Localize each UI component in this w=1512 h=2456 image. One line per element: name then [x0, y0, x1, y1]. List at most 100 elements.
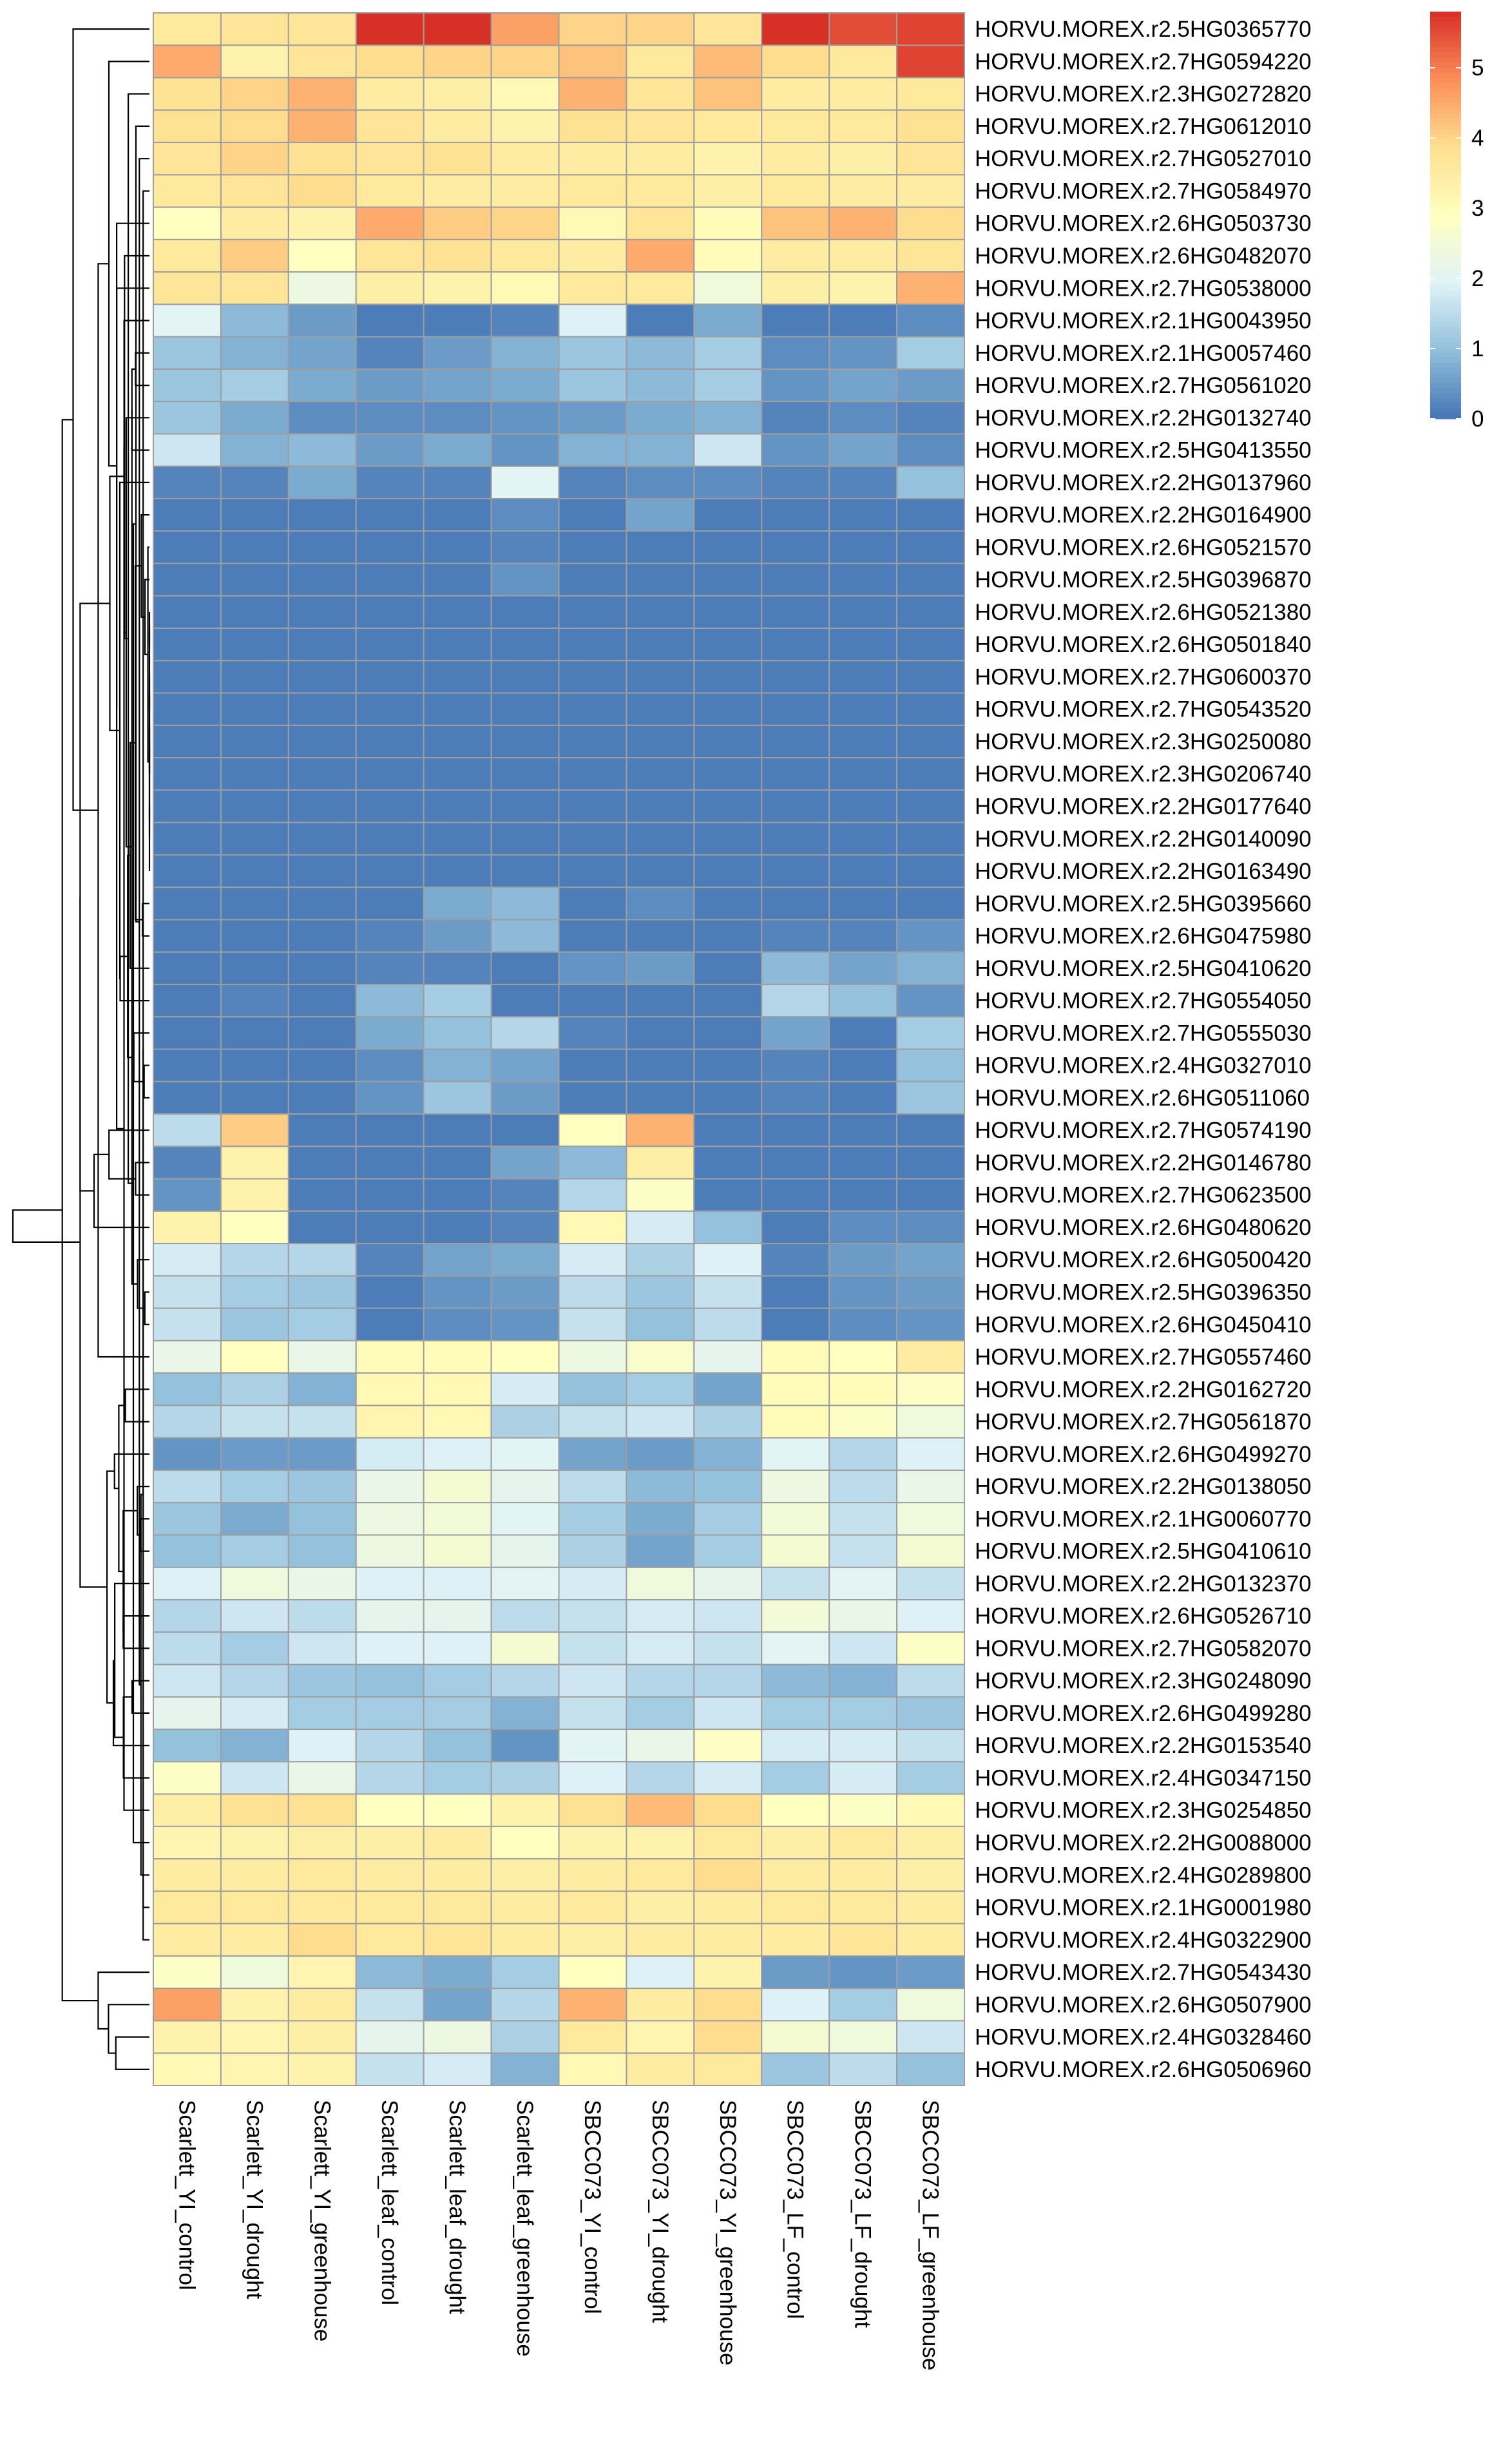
heatmap-cell	[423, 336, 492, 370]
heatmap-cell	[761, 628, 830, 662]
row-label: HORVU.MOREX.r2.5HG0413550	[975, 438, 1312, 463]
heatmap-cell	[287, 1729, 357, 1763]
heatmap-cell	[828, 271, 898, 305]
heatmap-cell	[761, 887, 830, 921]
column-label: SBCC073_YI_drought	[647, 2100, 673, 2323]
heatmap-cell	[558, 1339, 627, 1374]
heatmap-cell	[423, 77, 492, 111]
heatmap-cell	[490, 1566, 560, 1601]
heatmap-cell	[896, 1825, 965, 1860]
heatmap-cell	[693, 1988, 763, 2022]
heatmap-cell	[693, 497, 763, 532]
heatmap-cell	[558, 660, 627, 694]
colorbar-segment	[1430, 240, 1461, 246]
heatmap-cell	[828, 887, 898, 921]
heatmap-cell	[558, 1534, 627, 1568]
heatmap-cell	[558, 1016, 627, 1050]
heatmap-cell	[761, 1761, 830, 1795]
colorbar-segment	[1430, 388, 1461, 394]
heatmap-cell	[693, 1664, 763, 1698]
heatmap-cell	[828, 562, 898, 597]
heatmap-cell	[896, 497, 965, 532]
heatmap-cell	[153, 433, 222, 467]
heatmap-cell	[761, 401, 830, 435]
heatmap-cell	[761, 1566, 830, 1601]
heatmap-cell	[490, 1793, 560, 1827]
heatmap-cell	[153, 336, 222, 370]
heatmap-cell	[896, 1696, 965, 1731]
dendrogram-branch	[143, 1064, 149, 1098]
heatmap-cell	[287, 1469, 357, 1504]
colorbar-segment	[1430, 378, 1461, 384]
heatmap-cell	[287, 497, 357, 532]
heatmap-cell	[355, 174, 425, 208]
heatmap-cell	[626, 1275, 695, 1309]
column-label: Scarlett_leaf_greenhouse	[512, 2100, 537, 2357]
heatmap-cell	[355, 919, 425, 953]
colorbar-tick-label: 3	[1471, 196, 1484, 221]
heatmap-cell	[153, 660, 222, 694]
heatmap-cell	[761, 271, 830, 305]
heatmap-cell	[693, 1469, 763, 1504]
heatmap-cell	[490, 1080, 560, 1115]
heatmap-cell	[220, 1955, 289, 1990]
heatmap-cell	[287, 821, 357, 856]
heatmap-cell	[558, 1437, 627, 1471]
heatmap-cell	[287, 530, 357, 564]
heatmap-cell	[626, 1890, 695, 1924]
row-label: HORVU.MOREX.r2.7HG0554050	[975, 988, 1312, 1013]
heatmap-cell	[153, 628, 222, 662]
heatmap-cell	[220, 887, 289, 921]
heatmap-cell	[490, 789, 560, 823]
heatmap-cell	[220, 1761, 289, 1795]
heatmap-cell	[828, 238, 898, 273]
heatmap-cell	[220, 401, 289, 435]
heatmap-cell	[220, 1502, 289, 1536]
heatmap-cell	[153, 1988, 222, 2022]
colorbar-tick-label: 2	[1471, 266, 1484, 291]
heatmap-cell	[693, 1307, 763, 1341]
heatmap-cell	[153, 1307, 222, 1341]
heatmap-cell	[287, 1534, 357, 1568]
column-label: Scarlett_leaf_drought	[445, 2100, 470, 2314]
heatmap-cell	[490, 951, 560, 985]
dendrogram-branch	[142, 190, 149, 1908]
heatmap-cell	[626, 1793, 695, 1827]
heatmap-cell	[355, 1599, 425, 1633]
heatmap-cell	[287, 368, 357, 403]
heatmap-cell	[626, 1988, 695, 2022]
heatmap-cell	[626, 336, 695, 370]
heatmap-cell	[153, 109, 222, 144]
heatmap-cell	[626, 1113, 695, 1147]
heatmap-cell	[490, 1631, 560, 1665]
heatmap-cell	[693, 2020, 763, 2054]
heatmap-cell	[626, 1664, 695, 1698]
heatmap-cell	[828, 1923, 898, 1957]
heatmap-cell	[693, 983, 763, 1018]
heatmap-cell	[423, 724, 492, 759]
heatmap-cell	[828, 44, 898, 79]
heatmap-cell	[761, 1599, 830, 1633]
heatmap-cell	[896, 1146, 965, 1180]
heatmap-cell	[423, 983, 492, 1018]
heatmap-cell	[896, 368, 965, 403]
column-label: SBCC073_YI_control	[580, 2100, 605, 2314]
heatmap-cell	[423, 1275, 492, 1309]
heatmap-cell	[761, 1890, 830, 1924]
heatmap-cell	[423, 401, 492, 435]
colorbar-segment	[1430, 337, 1461, 343]
heatmap-cell	[693, 1955, 763, 1990]
heatmap-cell	[490, 887, 560, 921]
heatmap-cell	[761, 821, 830, 856]
heatmap-cell	[896, 174, 965, 208]
heatmap-cell	[355, 401, 425, 435]
heatmap-cell	[761, 854, 830, 888]
row-label: HORVU.MOREX.r2.7HG0561870	[975, 1410, 1312, 1435]
heatmap-cell	[761, 757, 830, 791]
row-label: HORVU.MOREX.r2.5HG0410610	[975, 1539, 1312, 1564]
colorbar-segment	[1430, 403, 1461, 409]
heatmap-cell	[287, 44, 357, 79]
row-label: HORVU.MOREX.r2.2HG0140090	[975, 827, 1312, 852]
heatmap-cell	[761, 109, 830, 144]
heatmap-cell	[828, 465, 898, 499]
